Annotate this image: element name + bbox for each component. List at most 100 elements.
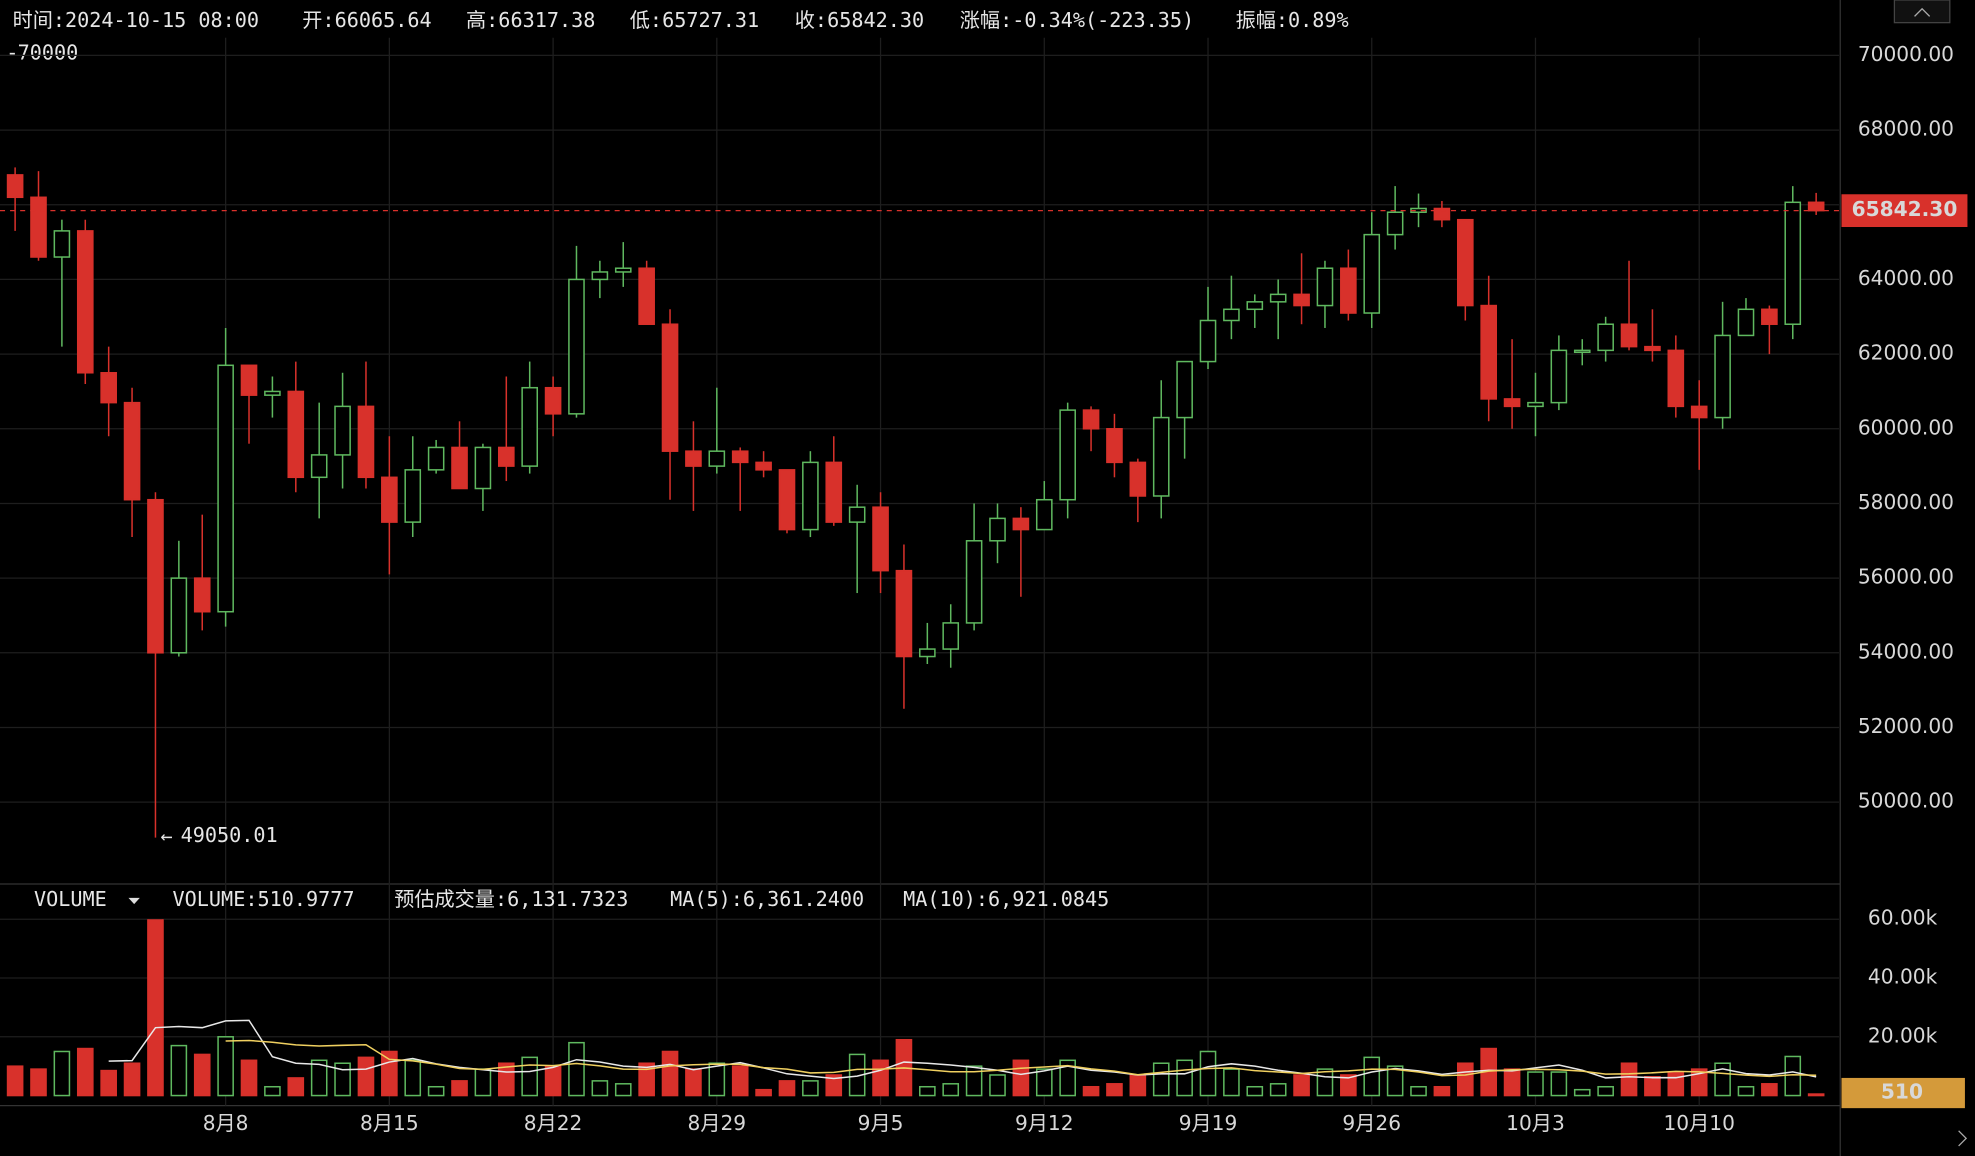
y-tick-label: 52000.00 [1858, 714, 1954, 738]
candle-body [1316, 267, 1334, 307]
candle-body [965, 540, 983, 624]
change-label: 涨幅: [960, 8, 1012, 32]
last-price-tag [1841, 194, 1968, 228]
candle-body [334, 405, 351, 456]
candle-body [1503, 398, 1521, 408]
candle-body [1106, 428, 1123, 464]
x-tick-label: 9月26 [1342, 1111, 1401, 1135]
volume-bar [264, 1085, 281, 1097]
volume-bar [1714, 1062, 1731, 1097]
ma10-label: MA(10): [903, 887, 988, 911]
volume-bar [989, 1074, 1006, 1097]
volume-bar [1246, 1085, 1264, 1097]
open-label: 开: [302, 8, 334, 32]
volume-bar [310, 1059, 328, 1097]
volume-bar [30, 1068, 47, 1097]
volume-bar [568, 1041, 585, 1097]
indicator-name[interactable]: VOLUME [34, 887, 107, 911]
volume-bar [1573, 1088, 1591, 1097]
candle-body [1082, 409, 1100, 430]
candle-body [731, 450, 749, 464]
volume-bar [1176, 1059, 1193, 1097]
volume-bar [591, 1080, 609, 1097]
candle-body [1246, 301, 1264, 311]
x-tick-label: 8月29 [688, 1111, 747, 1135]
volume-bar [731, 1065, 749, 1097]
candle-body [123, 401, 141, 501]
x-tick-label: 8月15 [360, 1111, 419, 1135]
y-tick-label: 60.00k [1868, 906, 1938, 930]
last-price-label: 65842.30 [1852, 197, 1958, 221]
volume-bar [1690, 1068, 1708, 1097]
candle-body [1761, 308, 1778, 325]
ma-line [225, 1039, 1817, 1078]
candle-body [1176, 360, 1193, 419]
candle-body [1223, 308, 1240, 322]
volume-bar [872, 1059, 889, 1097]
y-tick-label: 60000.00 [1858, 415, 1954, 439]
volume-bar [287, 1077, 305, 1097]
volume-bar [1316, 1068, 1334, 1097]
candle-body [1714, 334, 1731, 419]
candle-body [685, 450, 702, 467]
indicator-dropdown[interactable] [128, 897, 140, 905]
candle-body [1527, 401, 1544, 408]
candle-body [544, 386, 562, 415]
candle-body [193, 577, 211, 613]
candle-body [1737, 308, 1755, 337]
volume-bar [1456, 1062, 1474, 1097]
candle-body [1667, 349, 1685, 408]
candle-body [1269, 293, 1287, 303]
high-label: 高: [466, 8, 498, 32]
candle-body [1059, 409, 1076, 501]
time-value: 2024-10-15 08:00 [65, 8, 259, 32]
scroll-button[interactable] [1958, 1130, 1968, 1147]
candle-body [357, 405, 375, 479]
candle-body [30, 196, 47, 258]
candle-body [778, 469, 796, 531]
x-tick-label: 9月19 [1179, 1111, 1238, 1135]
y-tick-label: 68000.00 [1858, 117, 1954, 141]
volume-bar [802, 1080, 819, 1097]
volume-bar [1293, 1074, 1310, 1097]
collapse-button[interactable] [1893, 0, 1951, 24]
corner-dash: - [6, 41, 18, 65]
candle-body [872, 506, 889, 572]
candle-body [497, 446, 515, 467]
candle-body [264, 390, 281, 396]
candle-body [1456, 218, 1474, 307]
volume-bar [100, 1069, 117, 1097]
candle-body [614, 267, 632, 273]
volume-bar [427, 1085, 445, 1097]
y-tick-label: 20.00k [1868, 1023, 1938, 1047]
volume-bar [965, 1065, 983, 1097]
volume-bar [1550, 1071, 1568, 1097]
volume-value: 510.9777 [257, 887, 354, 911]
candle-body [170, 577, 188, 654]
x-tick-label: 9月5 [858, 1111, 904, 1135]
candle-body [1807, 201, 1825, 212]
volume-bar [451, 1080, 468, 1097]
candle-body [1129, 461, 1147, 497]
candle-body [404, 469, 422, 523]
volume-bar [381, 1050, 398, 1097]
y-tick-label: 70000.00 [1858, 42, 1954, 66]
volume-bar [1129, 1074, 1147, 1097]
volume-bar [1035, 1068, 1053, 1097]
candle-body [591, 271, 609, 281]
x-tick-label: 10月10 [1663, 1111, 1734, 1135]
candle-body [989, 517, 1006, 542]
volume-bar [240, 1059, 258, 1097]
volume-bar [1340, 1074, 1357, 1097]
volume-bar [123, 1062, 141, 1097]
low-label: 低: [630, 8, 662, 32]
x-tick-label: 8月22 [524, 1111, 583, 1135]
ma10-value: 6,921.0845 [988, 887, 1109, 911]
y-tick-label: 40.00k [1868, 965, 1938, 989]
candle-body [100, 372, 117, 404]
candle-body [1363, 233, 1381, 314]
candle-body [802, 461, 819, 531]
volume-bar [919, 1085, 936, 1097]
open-value: 66065.64 [335, 8, 432, 32]
